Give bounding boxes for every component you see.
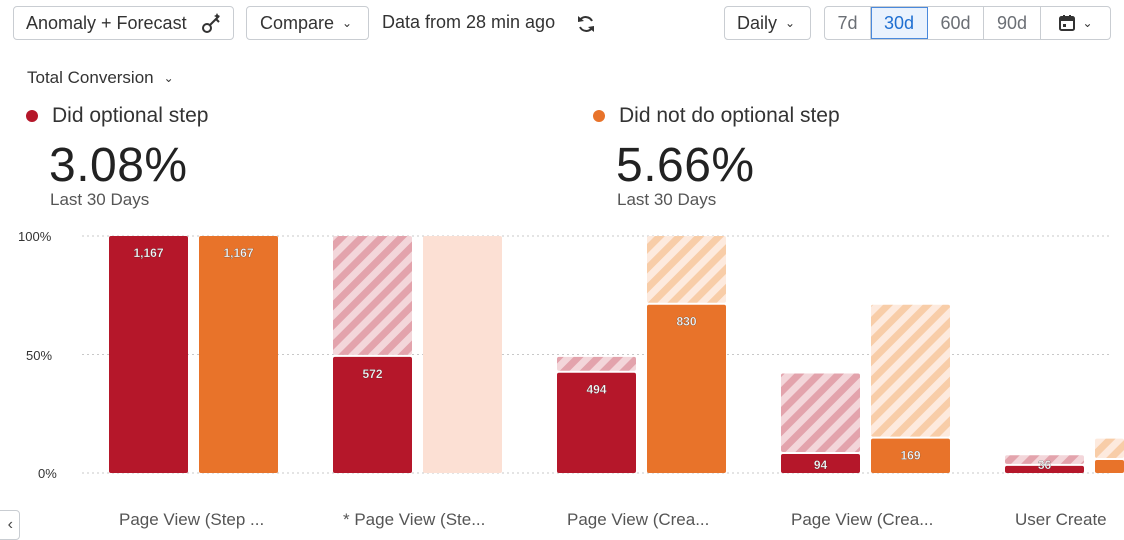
bar-dropoff[interactable]: [557, 356, 636, 371]
bar-dropoff[interactable]: [1095, 438, 1124, 458]
x-axis-label: * Page View (Ste...: [343, 510, 486, 529]
range-90d[interactable]: 90d: [984, 7, 1041, 39]
range-7d[interactable]: 7d: [825, 7, 871, 39]
bar-dropoff[interactable]: [781, 373, 860, 453]
y-tick-label: 0%: [38, 466, 57, 481]
segment-value: 3.08%: [49, 139, 188, 192]
bar-conversion[interactable]: [557, 372, 636, 473]
range-60d[interactable]: 60d: [928, 7, 984, 39]
bar-data-label: 1,167: [223, 246, 253, 260]
calendar-icon: [1058, 14, 1076, 32]
refresh-icon[interactable]: [575, 13, 597, 40]
bar-dropoff[interactable]: [333, 236, 412, 355]
segment-name: Did optional step: [52, 104, 209, 127]
bar-dropoff[interactable]: [871, 304, 950, 437]
anomaly-forecast-button[interactable]: Anomaly + Forecast: [13, 6, 234, 40]
segment-value: 5.66%: [616, 139, 755, 192]
legend-item-did-optional-step: Did optional step: [26, 104, 208, 128]
x-axis-label: Page View (Step ...: [119, 510, 265, 529]
metric-label: Total Conversion: [27, 68, 154, 87]
bar-conversion[interactable]: [1005, 465, 1084, 473]
segment-period: Last 30 Days: [617, 190, 717, 209]
bar-conversion[interactable]: [871, 438, 950, 473]
chevron-down-icon: ⌄: [163, 71, 174, 85]
bar-data-label: 94: [814, 458, 828, 472]
bar-conversion[interactable]: [781, 454, 860, 473]
range-30d[interactable]: 30d: [871, 7, 928, 39]
bar-data-label: 36: [1038, 458, 1052, 472]
metric-select[interactable]: Total Conversion ⌄: [27, 68, 174, 88]
chart-bars: 1,167 572 494 94 36 1,167 830 169: [109, 236, 1124, 473]
chevron-left-icon: ‹: [7, 516, 13, 533]
chevron-down-icon: ⌄: [342, 16, 353, 30]
anomaly-forecast-label: Anomaly + Forecast: [26, 12, 187, 33]
compare-label: Compare: [260, 12, 335, 33]
bar-data-label: 494: [586, 383, 606, 397]
segment-name: Did not do optional step: [619, 104, 840, 127]
bar-data-label: 830: [676, 315, 696, 329]
legend-dot: [26, 110, 38, 122]
bar-conversion[interactable]: [1095, 459, 1124, 473]
x-axis-label: Page View (Crea...: [791, 510, 934, 529]
chevron-down-icon: ⌄: [1082, 16, 1093, 30]
bar-data-label: 572: [362, 367, 382, 381]
x-axis-label: Page View (Crea...: [567, 510, 710, 529]
interval-label: Daily: [737, 12, 778, 33]
compare-button[interactable]: Compare ⌄: [246, 6, 369, 40]
bar-data-label: 1,167: [133, 246, 163, 260]
bar-conversion[interactable]: [647, 304, 726, 473]
bar-dropoff[interactable]: [423, 236, 502, 473]
y-tick-label: 50%: [26, 348, 53, 363]
chevron-down-icon: ⌄: [785, 16, 796, 30]
date-range-selector: 7d 30d 60d 90d ⌄: [824, 6, 1111, 40]
bar-conversion[interactable]: [199, 236, 278, 473]
legend-dot: [593, 110, 605, 122]
y-tick-label: 100%: [18, 229, 52, 244]
segment-period: Last 30 Days: [50, 190, 150, 209]
data-freshness-text: Data from 28 min ago: [382, 12, 556, 32]
bar-conversion[interactable]: [109, 236, 188, 473]
bar-data-label: 169: [900, 449, 920, 463]
legend-item-did-not-do-optional-step: Did not do optional step: [593, 104, 840, 128]
anomaly-key-icon: [201, 12, 223, 34]
interval-select[interactable]: Daily ⌄: [724, 6, 811, 40]
x-axis-label: User Create: [1015, 510, 1107, 529]
bar-conversion[interactable]: [333, 356, 412, 473]
bar-dropoff[interactable]: [1005, 455, 1084, 464]
calendar-picker-button[interactable]: ⌄: [1041, 7, 1110, 39]
bar-dropoff[interactable]: [647, 236, 726, 303]
